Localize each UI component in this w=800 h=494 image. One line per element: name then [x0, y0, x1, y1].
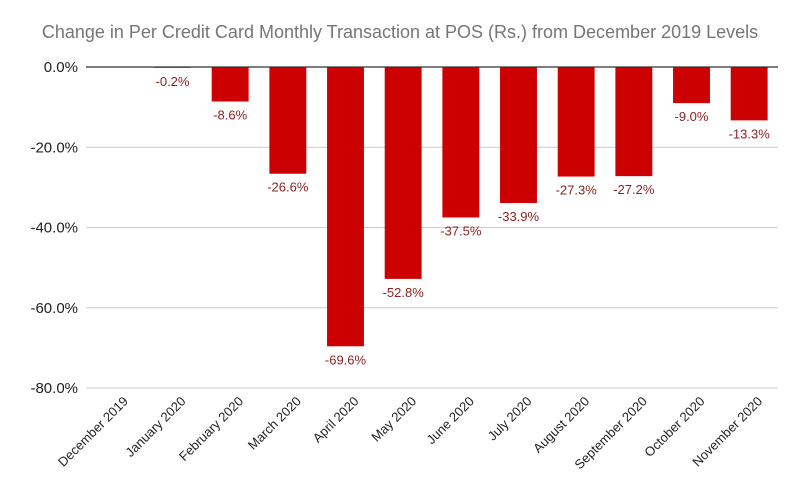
data-label: -27.2% — [613, 182, 655, 197]
x-tick-label: December 2019 — [55, 394, 131, 470]
bar — [557, 67, 595, 177]
bar — [327, 67, 364, 347]
data-label: -26.6% — [267, 180, 309, 195]
data-label: -33.9% — [498, 209, 540, 224]
x-tick-label: March 2020 — [245, 394, 304, 453]
x-tick-label: April 2020 — [310, 394, 362, 446]
x-tick-label: May 2020 — [368, 394, 419, 445]
bar — [442, 67, 480, 218]
data-label: -0.2% — [156, 74, 190, 89]
x-tick-label: July 2020 — [485, 394, 535, 444]
y-tick-label: -60.0% — [30, 300, 78, 317]
data-label: -27.3% — [556, 183, 598, 198]
data-label: -52.8% — [383, 285, 425, 300]
bar — [673, 67, 710, 104]
x-tick-label: August 2020 — [530, 394, 592, 456]
y-tick-label: -40.0% — [30, 220, 78, 237]
bar — [500, 67, 537, 204]
y-tick-label: 0.0% — [44, 59, 78, 76]
x-tick-label: June 2020 — [423, 394, 477, 448]
y-tick-label: -20.0% — [30, 139, 78, 156]
bar — [730, 67, 768, 121]
data-label: -9.0% — [675, 109, 709, 124]
bar — [384, 67, 422, 279]
data-label: -69.6% — [325, 352, 367, 367]
bar — [211, 67, 249, 102]
data-label: -37.5% — [440, 223, 482, 238]
chart-title: Change in Per Credit Card Monthly Transa… — [41, 22, 759, 42]
data-label: -13.3% — [729, 126, 771, 141]
bar — [269, 67, 307, 174]
y-tick-label: -80.0% — [30, 380, 78, 397]
bar — [615, 67, 653, 177]
data-label: -8.6% — [213, 108, 247, 123]
